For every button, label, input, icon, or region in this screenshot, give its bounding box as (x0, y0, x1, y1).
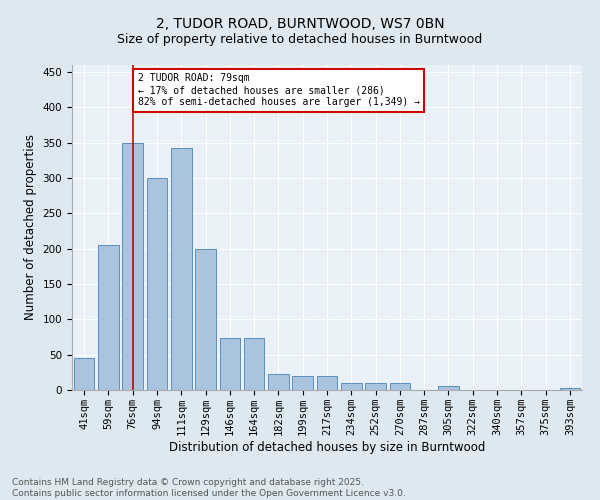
Y-axis label: Number of detached properties: Number of detached properties (24, 134, 37, 320)
Text: Contains HM Land Registry data © Crown copyright and database right 2025.
Contai: Contains HM Land Registry data © Crown c… (12, 478, 406, 498)
Bar (244, 338, 265, 390)
X-axis label: Distribution of detached houses by size in Burntwood: Distribution of detached houses by size … (169, 440, 485, 454)
Text: Size of property relative to detached houses in Burntwood: Size of property relative to detached ho… (118, 32, 482, 46)
Bar (268, 374, 289, 390)
Bar (341, 383, 362, 390)
Bar (389, 383, 410, 390)
Bar (220, 338, 240, 390)
Bar (74, 358, 94, 390)
Bar (560, 388, 580, 390)
Bar (438, 386, 459, 390)
Text: 2 TUDOR ROAD: 79sqm
← 17% of detached houses are smaller (286)
82% of semi-detac: 2 TUDOR ROAD: 79sqm ← 17% of detached ho… (137, 74, 419, 106)
Bar (195, 248, 216, 390)
Bar (122, 142, 143, 390)
Bar (365, 383, 386, 390)
Text: 2, TUDOR ROAD, BURNTWOOD, WS7 0BN: 2, TUDOR ROAD, BURNTWOOD, WS7 0BN (155, 18, 445, 32)
Bar (292, 376, 313, 390)
Bar (317, 376, 337, 390)
Bar (171, 148, 191, 390)
Bar (146, 178, 167, 390)
Bar (98, 245, 119, 390)
